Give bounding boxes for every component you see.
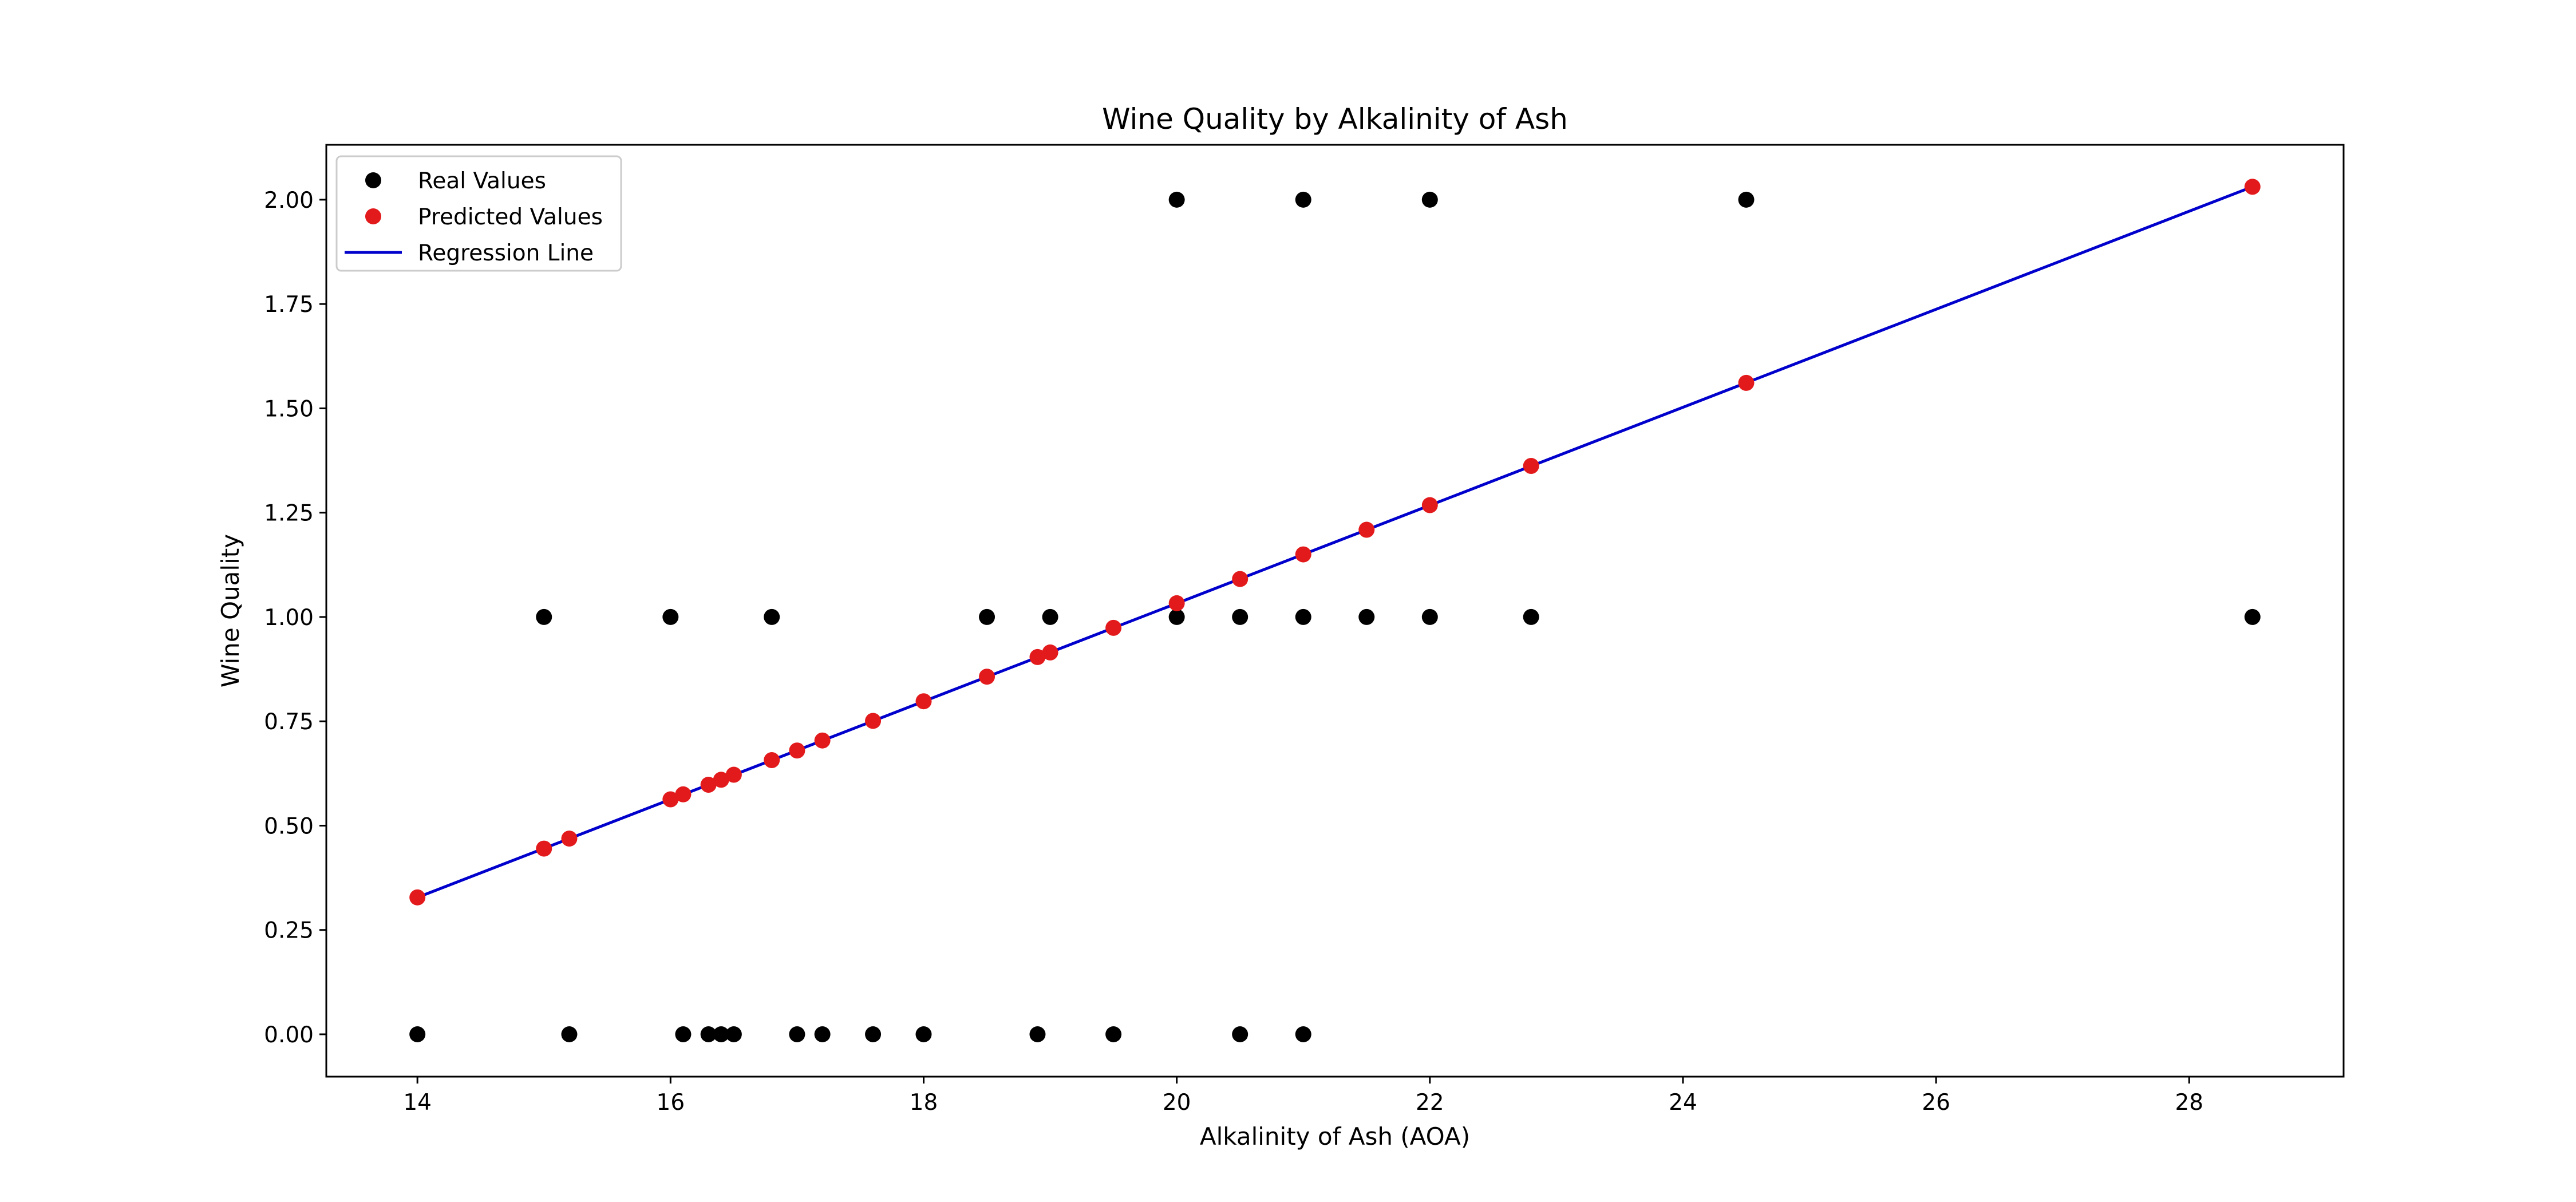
predicted-value-point <box>1358 521 1375 538</box>
predicted-value-point <box>536 840 552 857</box>
predicted-value-point <box>2244 179 2261 195</box>
real-value-point <box>1738 191 1755 208</box>
predicted-value-point <box>979 669 995 685</box>
x-tick-label: 26 <box>1922 1090 1950 1116</box>
x-axis-label: Alkalinity of Ash (AOA) <box>1200 1122 1470 1150</box>
predicted-value-point <box>814 732 831 749</box>
y-tick-label: 0.25 <box>264 918 314 944</box>
predicted-value-point <box>1523 458 1539 475</box>
x-tick-label: 16 <box>657 1090 685 1116</box>
y-tick-label: 2.00 <box>264 188 314 213</box>
real-value-point <box>1295 608 1311 625</box>
y-axis-label: Wine Quality <box>216 534 244 687</box>
real-value-point <box>536 608 552 625</box>
y-tick-label: 1.00 <box>264 605 314 631</box>
predicted-value-point <box>409 889 426 906</box>
real-value-point <box>1232 1026 1249 1042</box>
real-value-point <box>915 1026 932 1042</box>
y-tick-label: 1.50 <box>264 396 314 422</box>
real-value-point <box>979 608 995 625</box>
y-tick-label: 1.75 <box>264 292 314 318</box>
predicted-value-point <box>1421 497 1438 513</box>
predicted-value-point <box>1029 649 1046 665</box>
predicted-value-point <box>675 786 692 802</box>
real-value-point <box>409 1026 426 1042</box>
real-value-point <box>1358 608 1375 625</box>
legend-box <box>335 155 622 272</box>
predicted-value-point <box>1042 644 1058 661</box>
predicted-value-point <box>662 791 679 808</box>
predicted-value-point <box>1295 546 1311 563</box>
real-value-point <box>1421 191 1438 208</box>
real-value-point <box>1105 1026 1122 1042</box>
predicted-value-point <box>1168 595 1185 611</box>
predicted-value-point <box>1105 619 1122 636</box>
legend-marker-real-values <box>365 172 381 188</box>
real-value-point <box>764 608 780 625</box>
x-tick-label: 22 <box>1416 1090 1444 1116</box>
real-value-point <box>2244 608 2261 625</box>
real-value-point <box>1168 608 1185 625</box>
predicted-value-point <box>764 752 780 769</box>
x-tick-label: 20 <box>1163 1090 1191 1116</box>
real-value-point <box>662 608 679 625</box>
legend-marker-predicted-values <box>365 208 381 224</box>
predicted-value-point <box>789 742 805 759</box>
y-tick-label: 0.00 <box>264 1022 314 1048</box>
y-tick-label: 1.25 <box>264 501 314 527</box>
x-tick-label: 18 <box>910 1090 938 1116</box>
real-value-point <box>1232 608 1249 625</box>
x-tick-label: 24 <box>1669 1090 1697 1116</box>
predicted-value-point <box>700 777 717 793</box>
real-value-point <box>561 1026 578 1042</box>
predicted-value-point <box>1738 374 1755 391</box>
real-value-point <box>1042 608 1058 625</box>
real-value-point <box>865 1026 882 1042</box>
predicted-value-point <box>561 831 578 847</box>
real-value-point <box>1421 608 1438 625</box>
plot-frame <box>325 144 2345 1078</box>
y-tick-label: 0.50 <box>264 813 314 839</box>
predicted-value-point <box>865 713 882 729</box>
predicted-value-point <box>915 693 932 710</box>
plot-area <box>409 179 2261 1042</box>
legend-label: Regression Line <box>418 240 594 266</box>
x-tick-label: 14 <box>403 1090 432 1116</box>
legend-label: Real Values <box>418 168 546 194</box>
predicted-value-point <box>725 766 742 783</box>
y-tick-label: 0.75 <box>264 709 314 735</box>
legend: Real Values Predicted Values Regression Li… <box>335 155 622 272</box>
real-value-point <box>789 1026 805 1042</box>
real-value-point <box>1295 191 1311 208</box>
real-value-point <box>700 1026 717 1042</box>
legend-label: Predicted Values <box>418 204 603 230</box>
real-value-point <box>713 1026 729 1042</box>
real-value-point <box>725 1026 742 1042</box>
real-value-point <box>1523 608 1539 625</box>
real-value-point <box>1168 191 1185 208</box>
predicted-value-point <box>1232 571 1249 587</box>
real-value-point <box>1295 1026 1311 1042</box>
x-tick-label: 28 <box>2175 1090 2203 1116</box>
predicted-value-point <box>713 772 729 788</box>
chart-title: Wine Quality by Alkalinity of Ash <box>1102 102 1568 136</box>
y-axis: 0.00 0.25 0.50 0.75 1.00 1.25 1.50 1.75 2.00 <box>264 188 326 1048</box>
x-axis: 14 16 18 20 22 24 26 28 <box>403 1077 2203 1116</box>
real-value-point <box>675 1026 692 1042</box>
real-value-point <box>1029 1026 1046 1042</box>
real-value-point <box>814 1026 831 1042</box>
